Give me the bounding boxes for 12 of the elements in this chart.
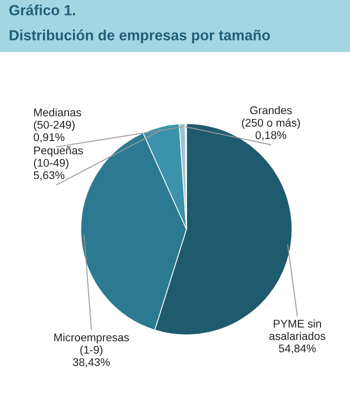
chart-title: Gráfico 1.	[9, 4, 76, 16]
data-label: 0,91%	[34, 133, 64, 142]
slice-label: Medianas (50-249)	[34, 108, 82, 131]
data-label: 54,84%	[278, 344, 316, 354]
data-label: 0,18%	[256, 131, 286, 140]
slice-label: Grandes (250 o más)	[242, 106, 300, 129]
data-label: 38,43%	[72, 358, 110, 368]
chart-subtitle: Distribución de empresas por tamaño	[10, 30, 270, 44]
data-label: 5,63%	[34, 171, 64, 180]
slice-label: PYME sin asalariados	[269, 319, 326, 340]
slice-label: Pequeñas (10-49)	[34, 146, 83, 169]
slice-label: Microempresas (1-9)	[54, 333, 129, 356]
